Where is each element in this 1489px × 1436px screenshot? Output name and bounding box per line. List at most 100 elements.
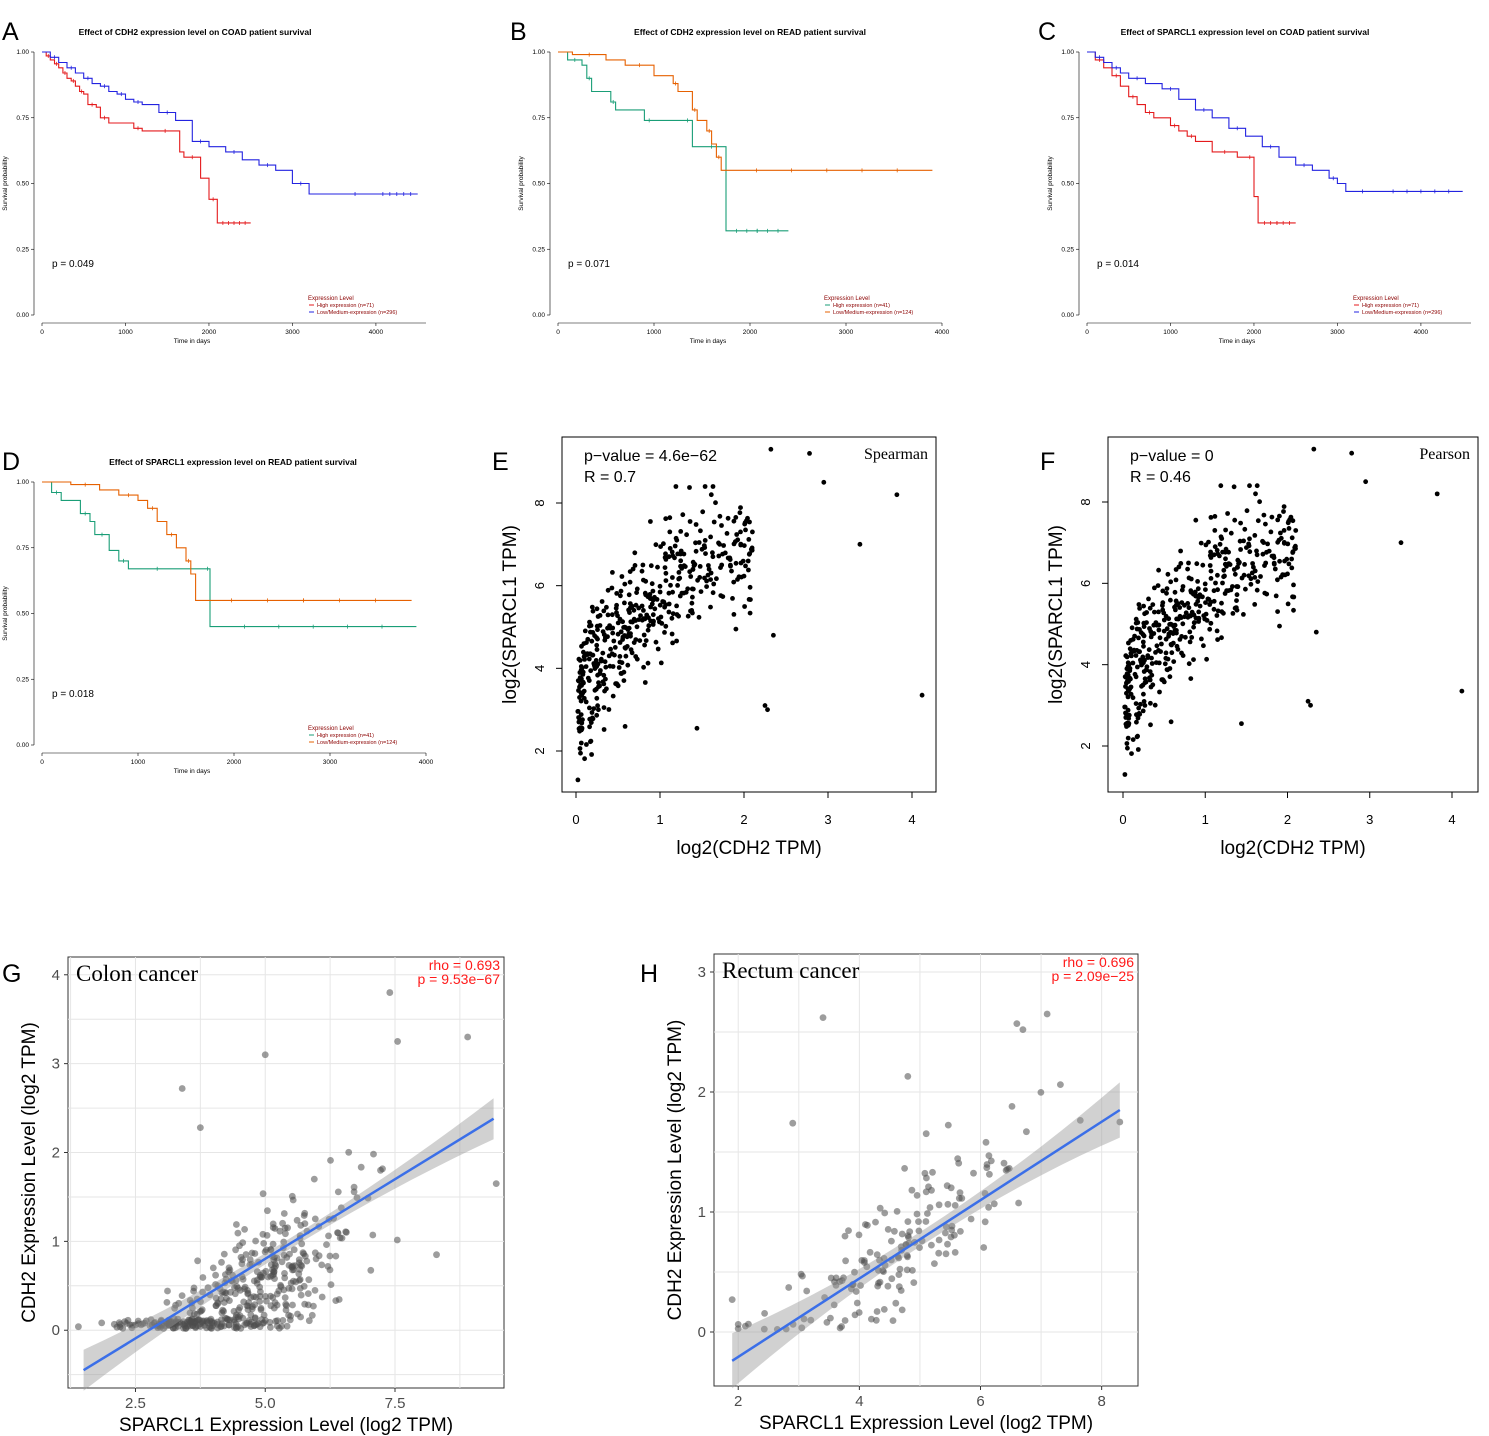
scatter-point (1255, 518, 1261, 524)
scatter-point (279, 1219, 286, 1227)
scatter-point (581, 688, 587, 694)
scatter-point (632, 550, 638, 556)
scatter-point (1195, 586, 1201, 592)
x-tick-label: 0 (40, 329, 44, 336)
scatter-point (1251, 564, 1256, 570)
scatter-point (657, 583, 663, 589)
y-tick-label: 2 (52, 1145, 60, 1162)
scatter-point (1173, 598, 1179, 604)
scatter-point (1152, 609, 1157, 615)
scatter-point (259, 1230, 267, 1238)
scatter-point (1278, 535, 1284, 541)
km-curve-low (42, 481, 412, 601)
scatter-point (1313, 629, 1319, 635)
scatter-point (685, 586, 691, 592)
scatter-point (1127, 675, 1133, 681)
scatter-point (294, 1310, 301, 1318)
scatter-point (1149, 655, 1154, 661)
scatter-point (1129, 653, 1134, 659)
scatter-point (724, 531, 730, 536)
scatter-point (1136, 705, 1142, 711)
scatter-point (657, 619, 662, 625)
stat-pvalue: p−value = 0 (1130, 448, 1214, 465)
scatter-point (334, 1188, 342, 1196)
scatter-point (630, 566, 636, 572)
scatter-point (585, 636, 591, 642)
y-tick-label: 0.25 (16, 676, 29, 683)
scatter-point (267, 1302, 275, 1310)
scatter-point (1153, 650, 1158, 655)
scatter-point (674, 603, 679, 609)
scatter-point (1023, 1128, 1030, 1136)
scatter-point (717, 541, 722, 547)
scatter-point (580, 717, 585, 723)
scatter-point (641, 608, 646, 613)
scatter-point (888, 1275, 896, 1283)
scatter-point (594, 606, 600, 612)
regression-panel-g: 2.5 5.0 7.5 0 1 2 3 4 SPARCL1 Expression Level (… (19, 956, 505, 1436)
scatter-point (278, 1258, 286, 1266)
y-tick-label: 0.00 (16, 742, 29, 749)
scatter-point (1186, 560, 1191, 566)
scatter-point (663, 551, 668, 557)
scatter-point (1141, 643, 1146, 649)
scatter-point (746, 567, 751, 573)
legend-title: Expression Level (1353, 296, 1399, 302)
scatter-point (1211, 588, 1217, 594)
scatter-point (719, 562, 725, 568)
scatter-point (1220, 580, 1225, 586)
scatter-point (1257, 499, 1262, 505)
scatter-point (123, 1319, 130, 1327)
scatter-point (749, 547, 755, 553)
scatter-point (823, 1319, 831, 1326)
scatter-point (325, 1232, 332, 1240)
scatter-point (230, 1318, 238, 1326)
scatter-point (1172, 589, 1178, 595)
scatter-point (261, 1051, 269, 1059)
scatter-point (1134, 734, 1140, 740)
scatter-point (1142, 611, 1147, 617)
legend-entry: Low/Medium-expression (n=296) (317, 310, 397, 316)
scatter-point (1178, 548, 1183, 554)
scatter-point (252, 1293, 260, 1301)
scatter-point (1221, 567, 1227, 573)
scatter-point (1201, 643, 1206, 649)
scatter-point (312, 1255, 320, 1263)
scatter-point (204, 1284, 212, 1292)
scatter-point (596, 707, 601, 713)
scatter-point (1163, 650, 1169, 656)
scatter-point (670, 575, 675, 580)
scatter-point (1290, 594, 1295, 600)
scatter-point (821, 479, 827, 485)
scatter-point (170, 1320, 178, 1327)
scatter-point (670, 611, 676, 617)
scatter-point (898, 1230, 906, 1238)
scatter-point (1214, 613, 1220, 618)
scatter-point (589, 752, 594, 757)
scatter-point (1169, 650, 1175, 656)
scatter-point (141, 1319, 149, 1327)
scatter-point (342, 1228, 350, 1236)
scatter-point (595, 636, 600, 642)
x-tick-label: 4000 (369, 329, 384, 336)
scatter-point (1156, 660, 1162, 666)
y-tick-label: 1.00 (16, 49, 29, 56)
scatter-point (261, 1248, 269, 1256)
scatter-point (1252, 602, 1258, 607)
legend-entry: High expression (n=41) (833, 303, 890, 309)
scatter-point (1254, 483, 1260, 489)
scatter-point (259, 1190, 267, 1198)
x-axis-label: Time in days (174, 768, 211, 775)
scatter-point (1163, 655, 1169, 661)
scatter-point (582, 628, 588, 634)
scatter-point (1008, 1103, 1016, 1110)
plot-frame (561, 436, 937, 793)
scatter-point (242, 1251, 250, 1258)
scatter-point (274, 1317, 281, 1324)
scatter-point (1202, 581, 1208, 587)
x-tick-label: 0 (556, 329, 560, 336)
x-tick-label: 1000 (647, 329, 662, 336)
scatter-point (898, 1306, 906, 1314)
y-tick-label: 2 (532, 747, 547, 754)
scatter-point (590, 608, 596, 614)
